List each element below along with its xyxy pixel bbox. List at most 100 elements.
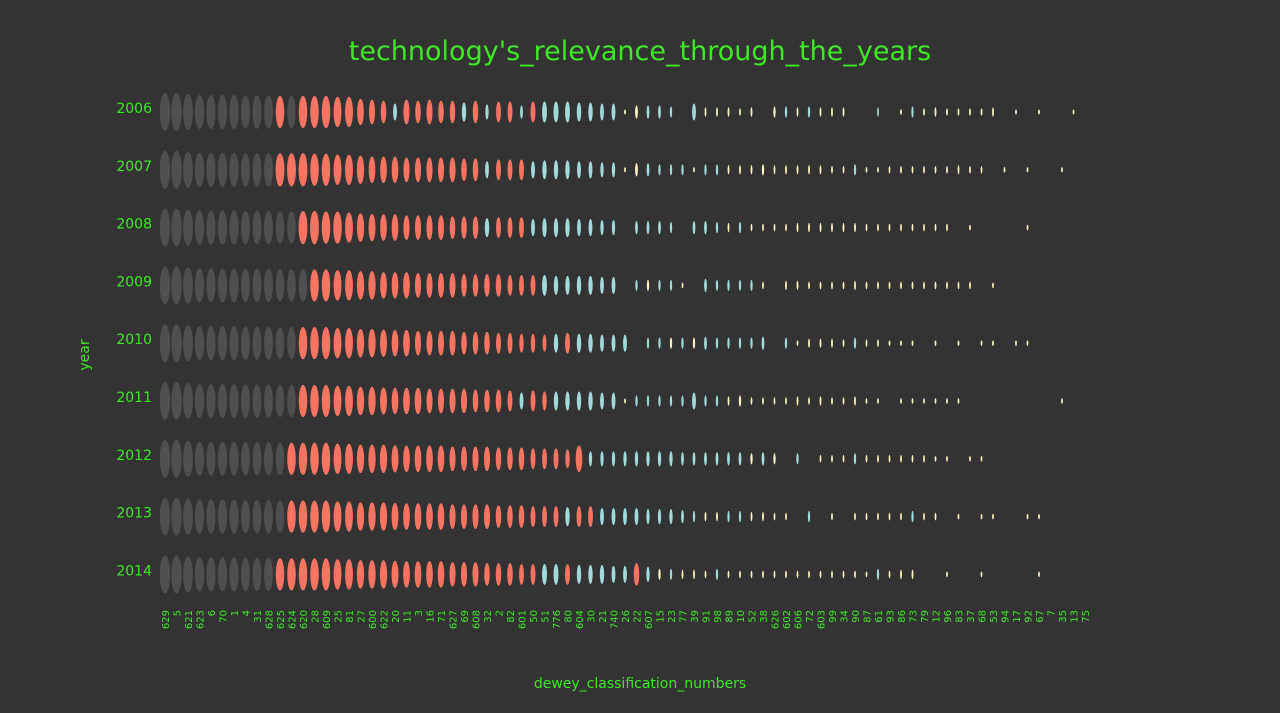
- data-point: [600, 220, 604, 236]
- x-tick-label: 83: [955, 610, 966, 623]
- y-axis-label: year: [77, 339, 93, 370]
- data-point: [623, 508, 627, 526]
- data-point: [241, 268, 250, 303]
- data-point: [600, 162, 604, 178]
- data-point: [669, 451, 673, 467]
- data-point: [819, 396, 822, 406]
- data-point: [194, 210, 205, 245]
- data-point: [808, 338, 810, 348]
- data-point: [460, 562, 468, 587]
- data-point: [831, 455, 833, 463]
- data-point: [183, 556, 193, 593]
- data-point: [414, 273, 422, 298]
- data-point: [206, 326, 216, 361]
- data-point: [171, 324, 182, 363]
- data-point: [611, 103, 616, 121]
- data-point: [530, 390, 536, 412]
- x-tick-label: 628: [265, 610, 276, 629]
- data-point: [530, 274, 536, 296]
- data-point: [808, 165, 810, 175]
- data-point: [646, 508, 650, 525]
- data-point: [519, 159, 524, 181]
- data-point: [310, 558, 319, 591]
- data-point: [356, 444, 365, 474]
- data-point: [877, 455, 879, 463]
- data-point: [576, 564, 582, 584]
- data-point: [414, 215, 422, 240]
- data-point: [646, 279, 650, 292]
- data-point: [842, 107, 845, 117]
- data-point: [542, 506, 547, 528]
- data-point: [669, 568, 673, 581]
- data-point: [542, 563, 547, 585]
- data-point: [206, 268, 216, 303]
- data-point: [704, 452, 707, 466]
- x-tick-label: 70: [219, 610, 230, 623]
- data-point: [681, 164, 684, 176]
- data-point: [217, 557, 228, 592]
- data-point: [575, 445, 583, 473]
- data-point: [356, 560, 365, 589]
- data-point: [877, 339, 879, 348]
- data-point: [460, 388, 468, 414]
- data-point: [287, 442, 296, 475]
- x-tick-label: 21: [598, 610, 609, 623]
- x-tick-label: 93: [886, 610, 897, 623]
- data-point: [484, 563, 490, 586]
- data-point: [658, 220, 661, 235]
- data-point: [345, 559, 353, 590]
- data-point: [842, 222, 845, 233]
- x-tick-label: 34: [840, 610, 851, 623]
- data-point: [692, 510, 696, 523]
- data-point: [980, 455, 983, 462]
- data-point: [310, 500, 319, 533]
- x-tick-label: 98: [713, 610, 724, 623]
- data-point: [391, 445, 399, 473]
- data-point: [923, 166, 925, 174]
- data-point: [264, 326, 273, 360]
- data-point: [911, 340, 914, 347]
- data-point: [577, 219, 581, 237]
- data-point: [565, 507, 570, 527]
- data-point: [969, 281, 971, 290]
- data-point: [171, 150, 182, 189]
- data-point: [496, 101, 501, 123]
- data-point: [368, 328, 376, 358]
- data-point: [888, 455, 891, 463]
- x-tick-label: 86: [897, 610, 908, 623]
- data-point: [403, 329, 410, 357]
- data-point: [380, 329, 387, 357]
- data-point: [842, 455, 845, 463]
- data-point: [368, 271, 376, 300]
- x-tick-label: 52: [748, 610, 759, 623]
- data-point: [957, 108, 960, 116]
- y-tick-label: 2010: [116, 332, 152, 348]
- data-point: [1026, 224, 1029, 231]
- x-tick-label: 601: [518, 610, 529, 629]
- data-point: [183, 267, 193, 304]
- x-tick-label: 740: [610, 610, 621, 629]
- chart-title: technology's_relevance_through_the_years: [349, 36, 931, 67]
- data-point: [946, 281, 948, 290]
- data-point: [946, 166, 948, 174]
- data-point: [1026, 340, 1029, 347]
- data-point: [1026, 513, 1029, 520]
- data-point: [472, 389, 479, 413]
- data-point: [183, 440, 193, 477]
- x-tick-label: 22: [633, 610, 644, 623]
- data-point: [796, 340, 799, 347]
- data-point: [298, 558, 308, 591]
- data-point: [298, 500, 308, 533]
- data-point: [507, 505, 513, 528]
- data-point: [241, 95, 250, 129]
- data-point: [900, 512, 902, 521]
- x-tick-label: 16: [426, 610, 437, 623]
- x-tick-label: 629: [161, 610, 172, 629]
- data-point: [854, 222, 856, 233]
- data-point: [911, 223, 914, 232]
- data-point: [530, 563, 536, 585]
- x-tick-label: 89: [725, 610, 736, 623]
- data-point: [992, 513, 994, 520]
- data-point: [171, 497, 182, 536]
- data-point: [194, 499, 205, 534]
